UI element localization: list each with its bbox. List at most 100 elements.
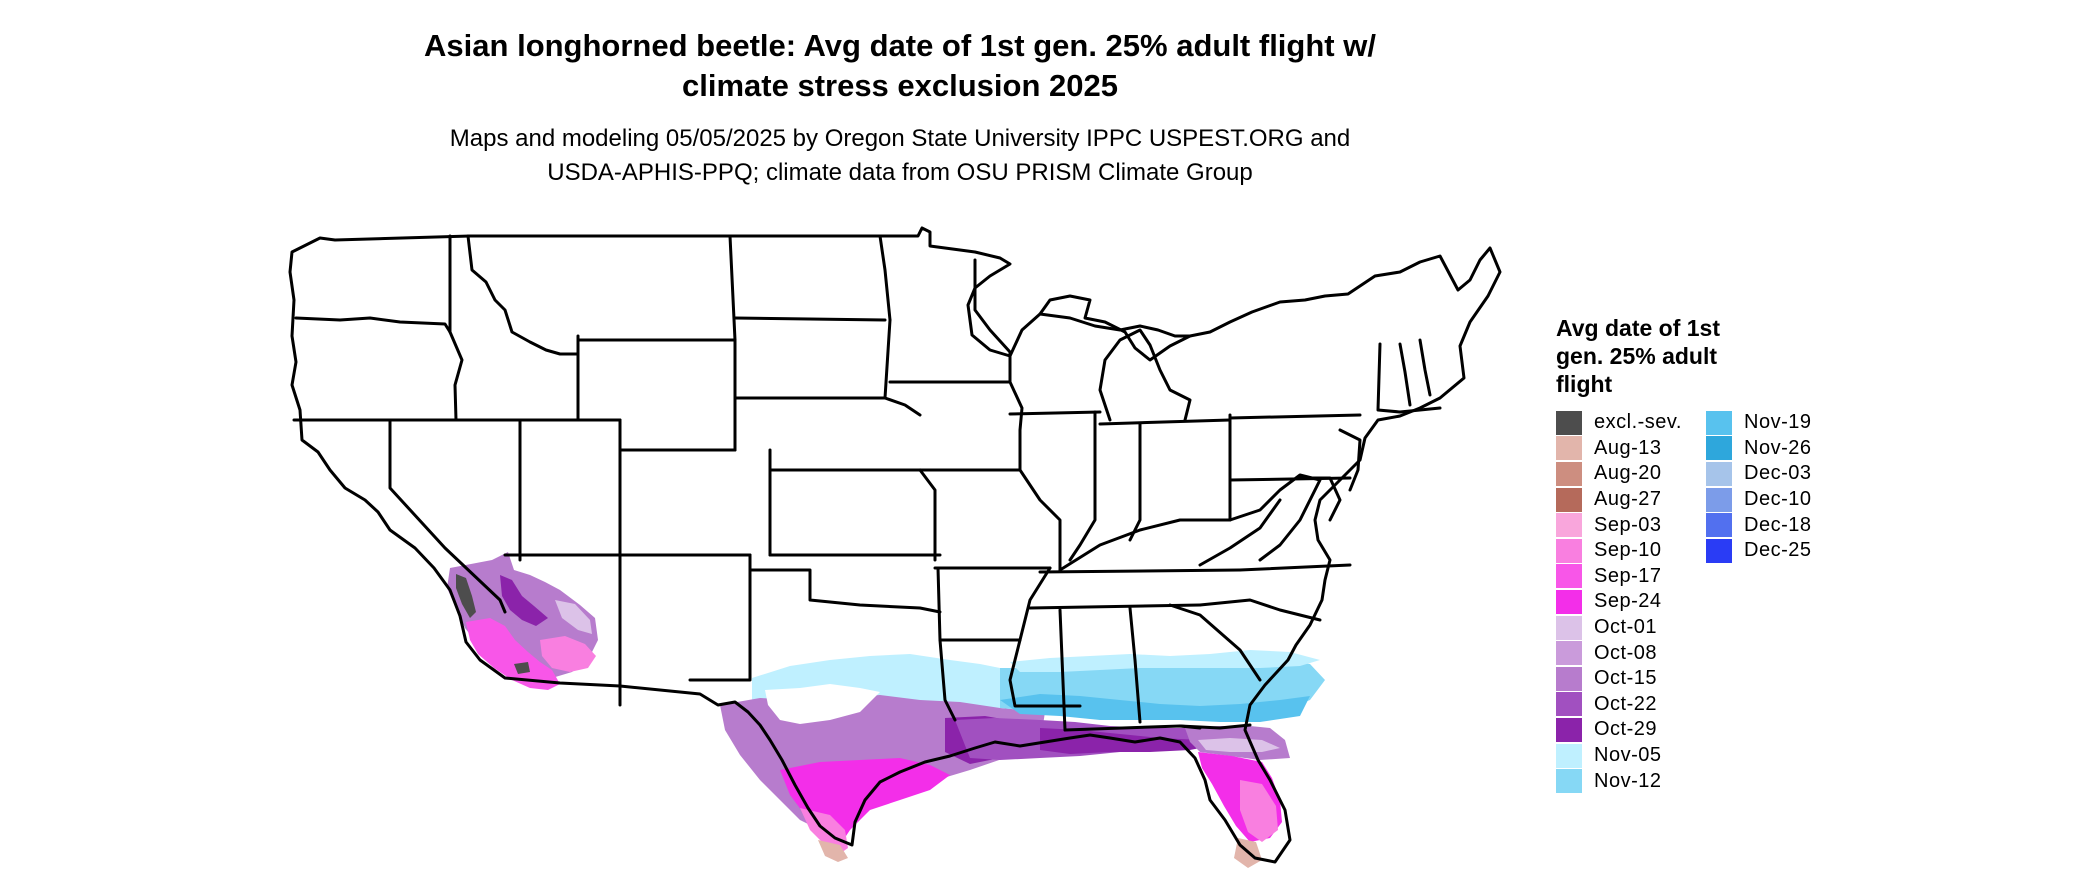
state-line-il-in <box>1068 410 1097 562</box>
legend-label: Sep-03 <box>1594 513 1662 536</box>
raster-southwest-excl <box>456 574 476 618</box>
state-line-ca-nv <box>388 418 507 614</box>
legend-swatch <box>1556 589 1582 614</box>
legend-label: Oct-15 <box>1594 667 1658 690</box>
legend-column-2: Nov-19 Nov-26 Dec-03 Dec-10 Dec-18 Dec-2… <box>1706 410 1856 794</box>
legend-swatch <box>1556 641 1582 666</box>
state-line-al-ga <box>1128 606 1142 724</box>
state-line-upper-mi <box>1038 312 1192 338</box>
legend-swatch <box>1556 666 1582 691</box>
legend-swatch <box>1556 769 1582 794</box>
legend-label: Nov-12 <box>1594 769 1662 792</box>
raster-southwest-pink <box>540 636 596 672</box>
legend-item-oct-29: Oct-29 <box>1556 717 1706 743</box>
legend-swatch <box>1556 743 1582 768</box>
legend-swatch <box>1556 513 1582 538</box>
legend-label: Dec-18 <box>1744 513 1812 536</box>
state-line-ok-tx <box>748 568 942 614</box>
legend-label: Oct-08 <box>1594 641 1658 664</box>
state-line-wv <box>1228 473 1322 562</box>
legend-item-oct-08: Oct-08 <box>1556 640 1706 666</box>
legend-swatch <box>1556 410 1582 435</box>
state-line-nh-me <box>1418 338 1432 397</box>
legend-swatch <box>1556 692 1582 717</box>
state-line-ms-al <box>1058 608 1067 732</box>
state-line-ia-east <box>1008 380 1024 472</box>
raster-southwest-magenta <box>466 618 560 690</box>
legend-title-line-3: flight <box>1556 371 1613 397</box>
legend-swatch <box>1706 410 1732 435</box>
legend-swatch <box>1706 436 1732 461</box>
map-subtitle-line-2: USDA-APHIS-PPQ; climate data from OSU PR… <box>547 159 1253 186</box>
state-line-pa-ny <box>1228 413 1362 420</box>
legend-label: Nov-05 <box>1594 744 1662 767</box>
state-line-wa-or <box>294 316 452 334</box>
legend-item-dec-03: Dec-03 <box>1706 461 1856 487</box>
legend-label: Sep-17 <box>1594 564 1662 587</box>
legend-title-line-1: Avg date of 1st <box>1556 315 1721 341</box>
map-title: Asian longhorned beetle: Avg date of 1st… <box>0 26 1800 106</box>
legend-item-oct-22: Oct-22 <box>1556 692 1706 718</box>
legend-swatch <box>1706 461 1732 486</box>
state-line-mi-in-oh <box>1098 418 1232 426</box>
state-line-wi-il <box>1008 410 1102 416</box>
us-outline <box>288 226 1502 864</box>
legend-label: Aug-13 <box>1594 436 1662 459</box>
legend-item-sep-24: Sep-24 <box>1556 589 1706 615</box>
legend-item-oct-01: Oct-01 <box>1556 615 1706 641</box>
legend-title: Avg date of 1st gen. 25% adult flight <box>1556 314 1856 398</box>
raster-texas-pink <box>800 808 848 855</box>
raster-southwest-darkpurple <box>500 575 548 626</box>
state-line-la-ms <box>1008 638 1082 708</box>
state-line-ut-wy <box>618 418 737 452</box>
model-raster <box>447 552 1325 868</box>
legend-label: Oct-22 <box>1594 692 1658 715</box>
raster-texas-white-hole <box>765 684 880 724</box>
raster-gulf-skyblue <box>1000 694 1310 722</box>
legend-item-aug-27: Aug-27 <box>1556 487 1706 513</box>
legend-swatch <box>1556 487 1582 512</box>
state-line-nm-tx <box>688 553 752 682</box>
raster-texas-salmon <box>818 840 848 862</box>
legend-column-1: excl.-sev. Aug-13 Aug-20 Aug-27 Sep-03 S… <box>1556 410 1706 794</box>
state-line-ar-ms <box>1018 566 1052 642</box>
state-line-id-mt <box>466 234 580 356</box>
state-line-tn-ky <box>1038 568 1242 574</box>
legend-item-aug-20: Aug-20 <box>1556 461 1706 487</box>
map-legend: Avg date of 1st gen. 25% adult flight ex… <box>1556 314 1856 794</box>
legend-item-nov-05: Nov-05 <box>1556 743 1706 769</box>
state-line-la-tx <box>938 638 957 722</box>
legend-swatch <box>1706 513 1732 538</box>
map-subtitle: Maps and modeling 05/05/2025 by Oregon S… <box>0 122 1800 190</box>
legend-swatch <box>1706 487 1732 512</box>
legend-swatch <box>1556 461 1582 486</box>
state-line-mn-sd <box>883 318 892 400</box>
legend-item-nov-12: Nov-12 <box>1556 768 1706 794</box>
legend-label: Sep-10 <box>1594 539 1662 562</box>
state-line-ar-la <box>936 566 1022 642</box>
state-line-ky-va <box>1198 498 1282 567</box>
legend-swatch <box>1556 564 1582 589</box>
legend-label: Oct-01 <box>1594 616 1658 639</box>
state-line-mt-nd <box>728 234 737 342</box>
legend-label: Aug-27 <box>1594 488 1662 511</box>
map-title-line-2: climate stress exclusion 2025 <box>682 68 1118 103</box>
legend-item-excl-sev: excl.-sev. <box>1556 410 1706 436</box>
legend-label: Dec-10 <box>1744 488 1812 511</box>
state-line-mn-wi <box>973 258 1012 384</box>
state-line-mo-east <box>1018 468 1062 572</box>
legend-columns: excl.-sev. Aug-13 Aug-20 Aug-27 Sep-03 S… <box>1556 410 1856 794</box>
raster-florida-lightpurple <box>1198 738 1280 752</box>
state-line-lower-mi <box>1098 328 1192 422</box>
state-line-nd-sd <box>733 316 887 322</box>
legend-swatch <box>1706 538 1732 563</box>
legend-item-sep-10: Sep-10 <box>1556 538 1706 564</box>
raster-southwest-lightpurple <box>555 600 592 634</box>
legend-swatch <box>1556 717 1582 742</box>
legend-item-nov-19: Nov-19 <box>1706 410 1856 436</box>
state-line-ga-sc <box>1168 603 1262 682</box>
legend-label: Dec-03 <box>1744 462 1812 485</box>
map-subtitle-line-1: Maps and modeling 05/05/2025 by Oregon S… <box>449 125 1351 152</box>
state-line-tn-south <box>1028 603 1202 610</box>
